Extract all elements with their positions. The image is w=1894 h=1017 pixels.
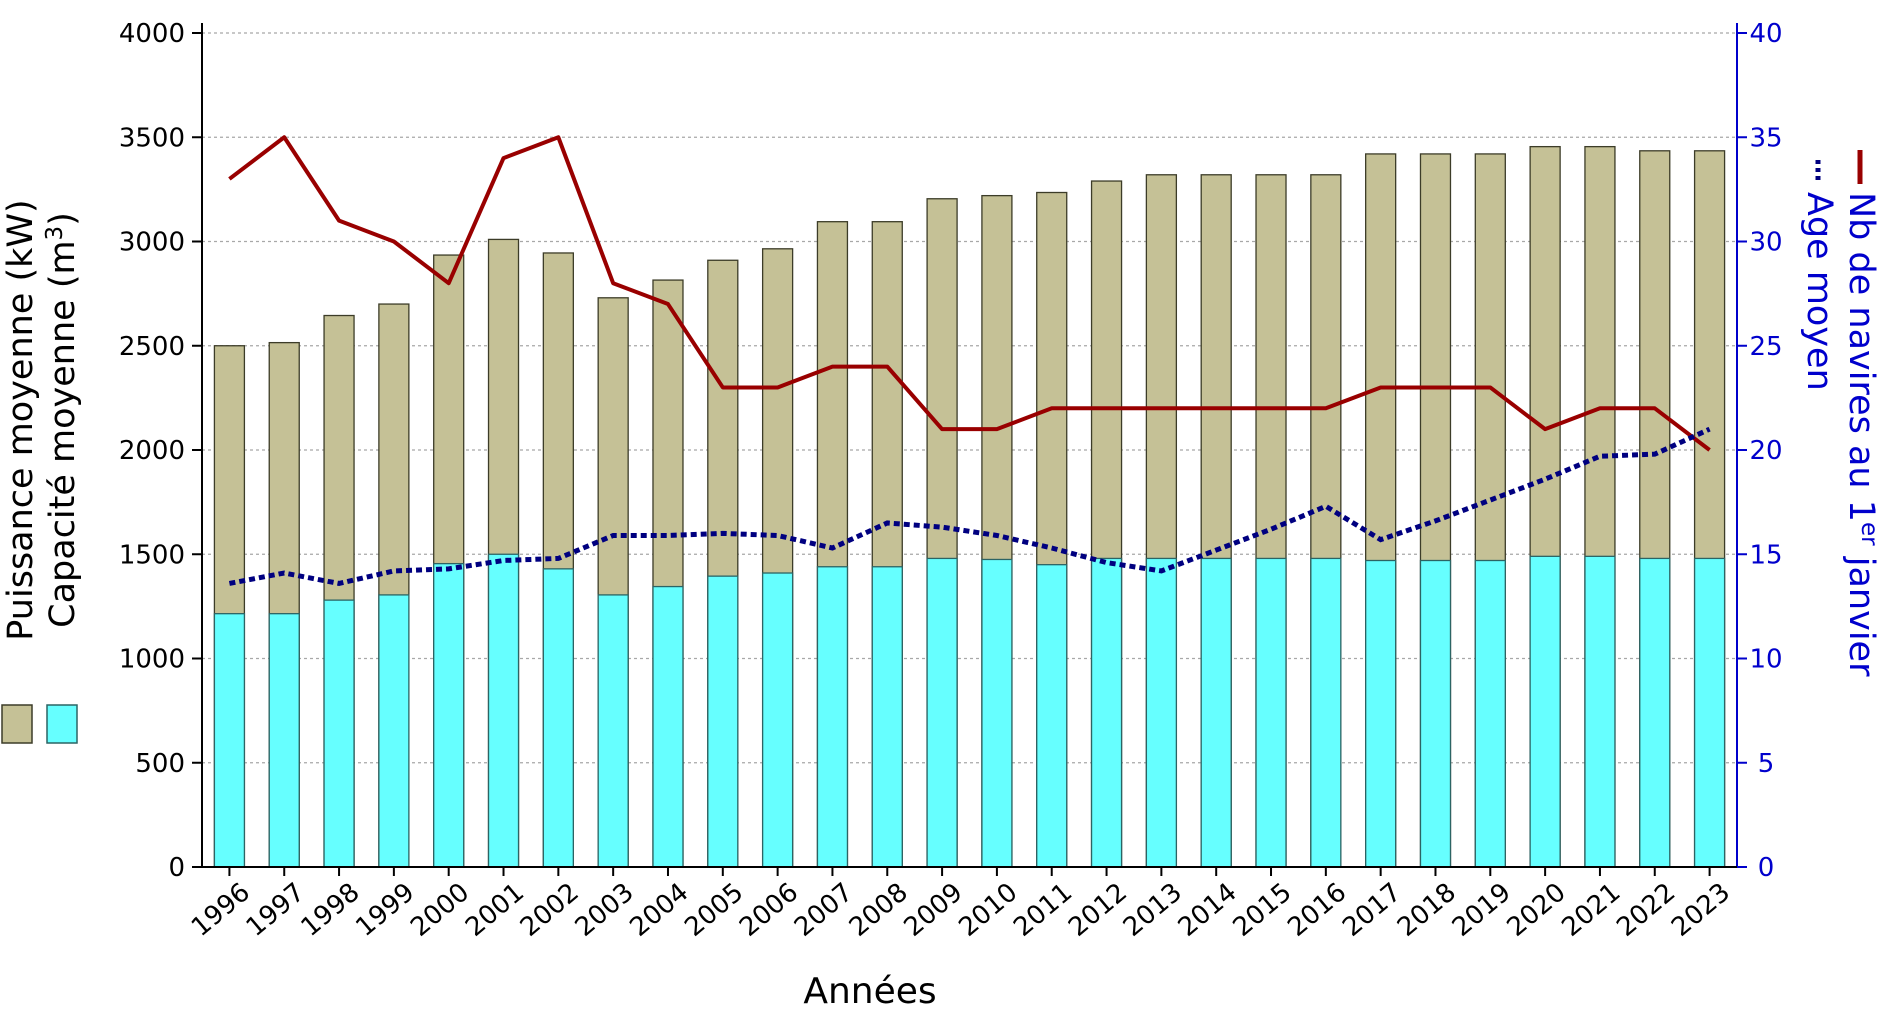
x-tick-label: 2001 (460, 877, 530, 943)
left-tick-label: 3500 (119, 123, 185, 153)
left-tick-label: 4000 (119, 19, 185, 49)
bar-capacite-1999 (378, 594, 410, 868)
bar-capacite-2008 (871, 566, 903, 868)
line-series (228, 135, 1711, 586)
right-tick-label: 25 (1749, 332, 1782, 362)
x-tick-label: 1996 (186, 877, 256, 943)
line-age-moyen (228, 426, 1711, 586)
bar-capacite-2019 (1474, 559, 1506, 868)
bar-capacite-2023 (1693, 557, 1726, 868)
bar-capacite-2006 (761, 572, 794, 868)
bar-capacite-2021 (1584, 555, 1616, 868)
right-tick-label: 20 (1749, 436, 1782, 466)
x-tick-label: 2007 (789, 877, 859, 943)
right-axis-title: Nb de navires au 1er janvier Age moyen (1799, 150, 1882, 677)
left-tick-label: 1000 (119, 645, 185, 675)
x-tick-label: 2006 (734, 877, 804, 943)
x-tick-label: 2021 (1556, 877, 1626, 943)
bar-capacite-2009 (926, 557, 958, 868)
x-tick-label: 2004 (625, 877, 695, 943)
right-tick-label: 0 (1758, 853, 1775, 883)
bar-capacite-2001 (487, 553, 520, 868)
x-tick-label: 1997 (241, 877, 311, 943)
bar-capacite-1997 (268, 613, 300, 868)
bar-capacite-2022 (1639, 557, 1671, 868)
right-tick-label: 30 (1749, 228, 1782, 258)
bar-capacite-1998 (323, 599, 355, 868)
legend-swatch-capacite (46, 704, 78, 744)
bar-capacite-2000 (433, 562, 465, 868)
left-tick-label: 1500 (119, 540, 185, 570)
bar-capacite-2020 (1529, 555, 1561, 868)
x-tick-label: 2008 (844, 877, 914, 943)
x-tick-label: 2005 (679, 877, 749, 943)
left-axis-title-line2: Capacité moyenne (m3) (42, 212, 83, 628)
bar-capacite-2016 (1310, 557, 1342, 868)
x-tick-label: 1999 (350, 877, 420, 943)
x-tick-label: 2012 (1063, 877, 1133, 943)
right-tick-label: 10 (1749, 645, 1782, 675)
x-tick-label: 2011 (1008, 877, 1078, 943)
left-tick-label: 2500 (119, 332, 185, 362)
bar-capacite-2012 (1090, 557, 1123, 868)
left-tick-label: 500 (135, 749, 185, 779)
x-tick-label: 2016 (1282, 877, 1352, 943)
legend-swatch-puissance (1, 704, 33, 744)
x-tick-label: 2003 (570, 877, 640, 943)
bar-capacite-2011 (1036, 564, 1068, 868)
bar-capacite-1996 (213, 613, 246, 868)
left-axis-title: Puissance moyenne (kW) Capacité moyenne … (1, 199, 83, 744)
bar-capacite-2004 (652, 585, 684, 868)
x-tick-label: 2018 (1392, 877, 1462, 943)
x-tick-label: 2022 (1611, 877, 1681, 943)
right-axis-title-line1: Nb de navires au 1er janvier (1841, 192, 1882, 677)
x-tick-label: 2023 (1666, 877, 1736, 943)
bar-capacite-2014 (1200, 557, 1232, 868)
bar-capacite-2002 (542, 568, 574, 868)
x-tick-label: 2019 (1447, 877, 1517, 943)
x-tick-label: 2014 (1173, 877, 1243, 943)
x-tick-label: 2000 (405, 877, 475, 943)
bar-capacite-2013 (1145, 557, 1178, 868)
left-tick-label: 3000 (119, 228, 185, 258)
x-axis-title: Années (803, 971, 936, 1012)
bar-capacite-2018 (1419, 559, 1452, 868)
right-tick-label: 35 (1749, 123, 1782, 153)
bar-capacite-2010 (981, 558, 1013, 868)
x-tick-label: 2002 (515, 877, 585, 943)
left-tick-label: 2000 (119, 436, 185, 466)
right-tick-label: 15 (1749, 540, 1782, 570)
x-tick-label: 2020 (1502, 877, 1572, 943)
x-tick-label: 2015 (1228, 877, 1298, 943)
left-axis-title-line1: Puissance moyenne (kW) (1, 199, 41, 640)
right-tick-label: 40 (1749, 19, 1782, 49)
x-tick-label: 1998 (296, 877, 366, 943)
line-nb-navires (228, 135, 1711, 452)
bar-capacite-2003 (597, 594, 629, 868)
right-tick-label: 5 (1758, 749, 1775, 779)
bar-capacite-2005 (707, 575, 739, 868)
x-tick-label: 2010 (953, 877, 1023, 943)
bar-capacite-2017 (1365, 559, 1397, 868)
x-tick-label: 2017 (1337, 877, 1407, 943)
bar-capacite-2015 (1255, 557, 1287, 868)
left-tick-label: 0 (168, 853, 185, 883)
right-axis-title-line2: Age moyen (1799, 192, 1839, 391)
bar-capacite-2007 (816, 566, 849, 868)
axes (192, 23, 1747, 876)
bar-series (213, 145, 1726, 868)
x-tick-label: 2009 (899, 877, 969, 943)
x-tick-label: 2013 (1118, 877, 1188, 943)
